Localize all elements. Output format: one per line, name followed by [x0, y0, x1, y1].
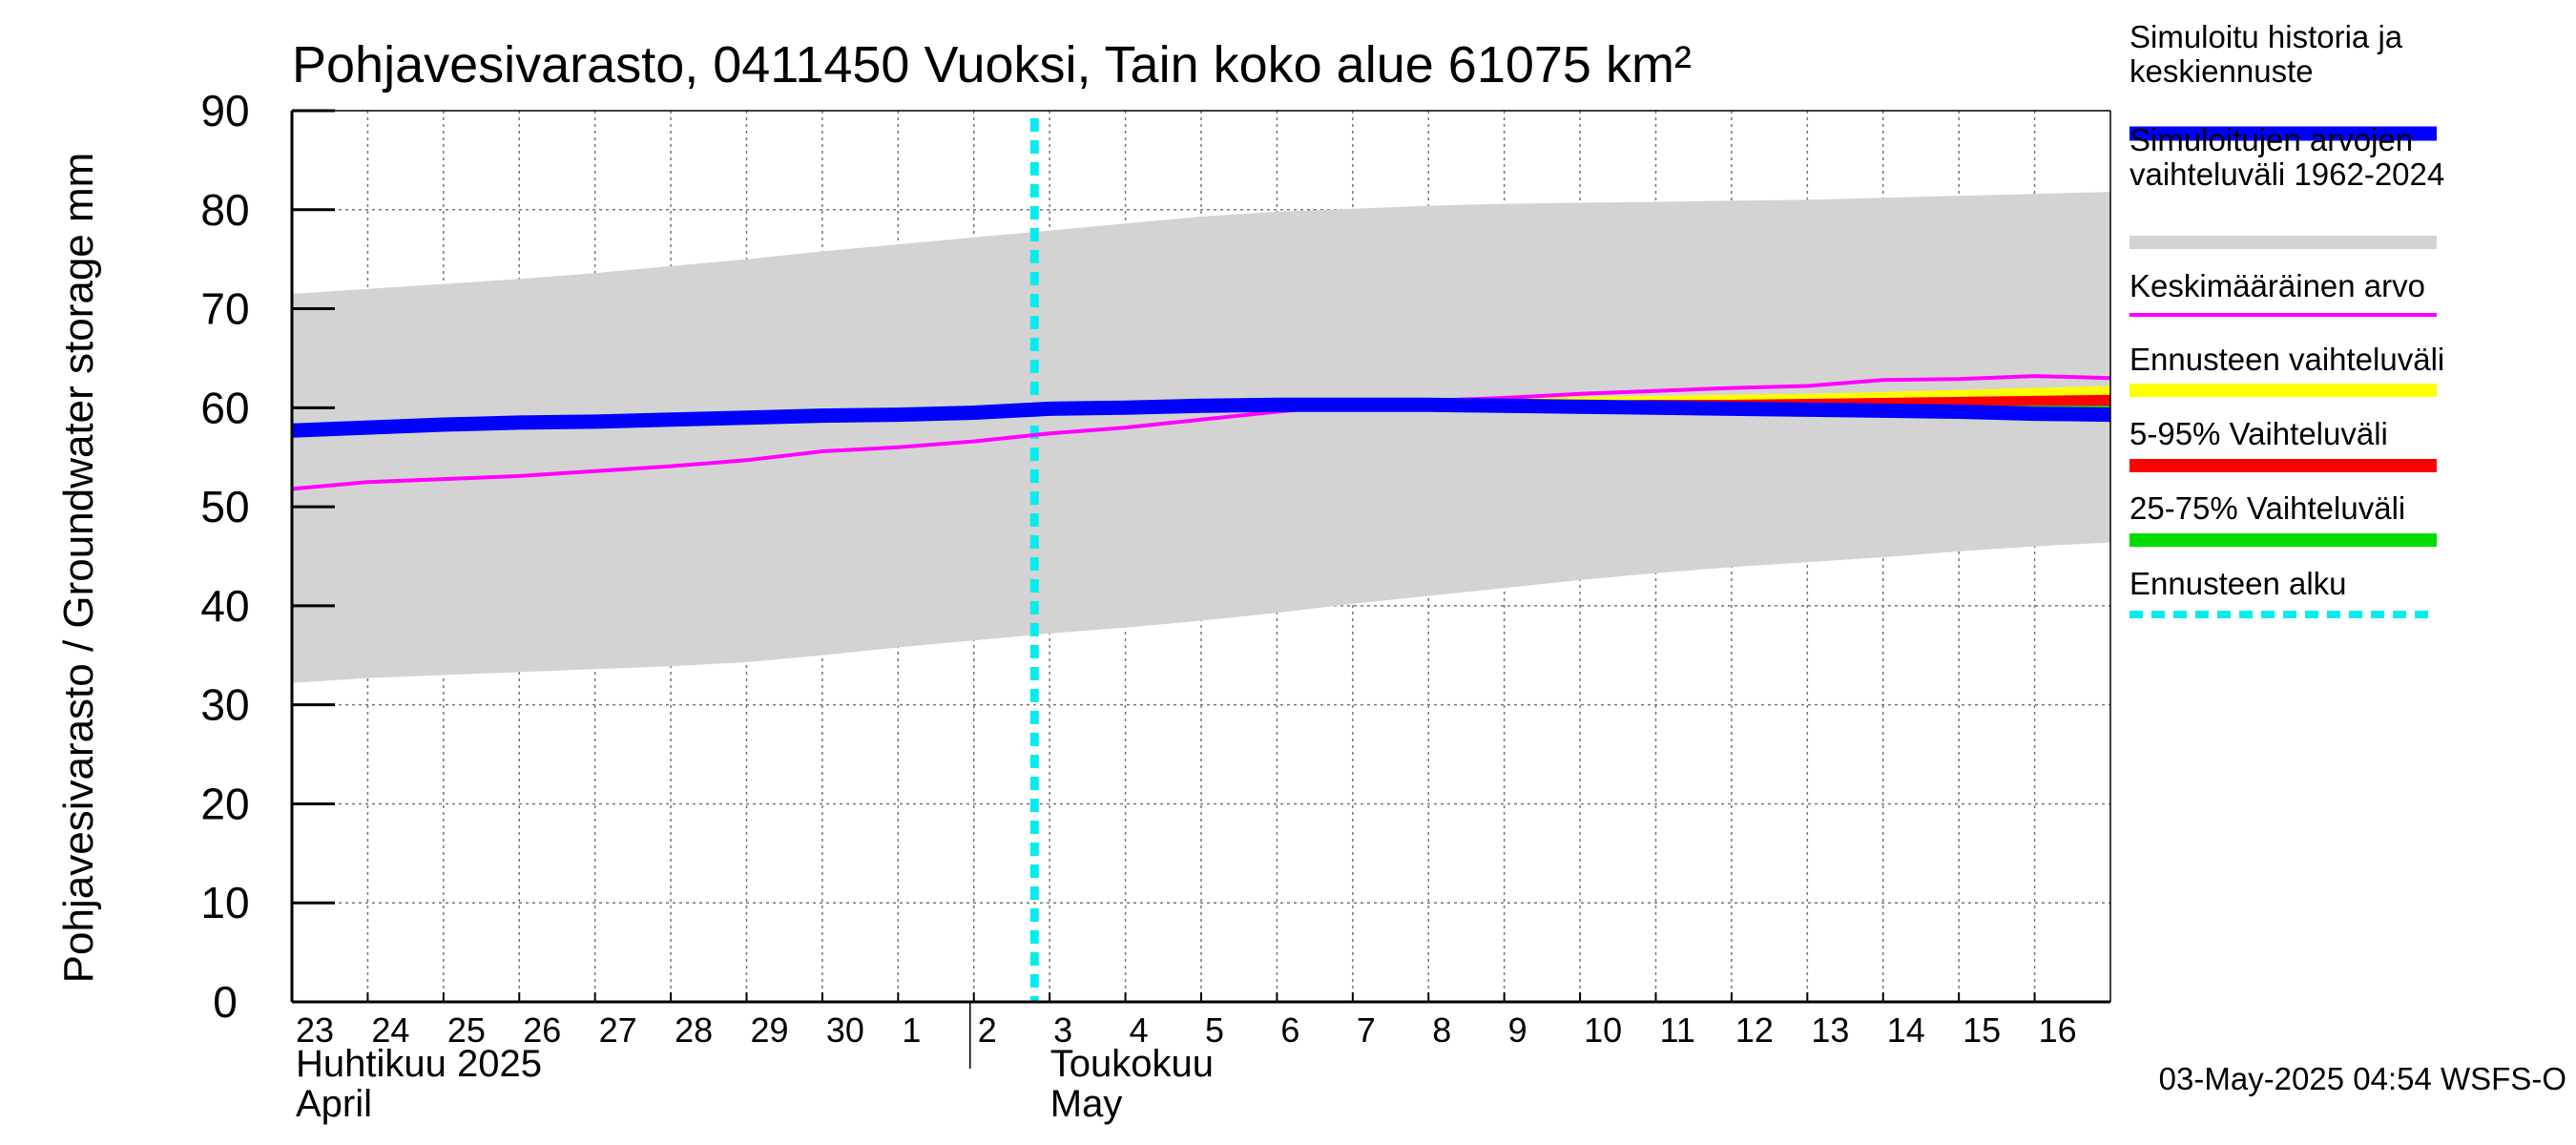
legend-label: 25-75% Vaihteluväli [2129, 490, 2405, 526]
legend-label: Ennusteen vaihteluväli [2129, 342, 2444, 377]
y-tick-label: 20 [200, 779, 249, 828]
x-tick-label: 2 [978, 1010, 997, 1050]
legend-label: Ennusteen alku [2129, 566, 2347, 601]
x-tick-label: 28 [675, 1010, 713, 1050]
legend-item: Keskimääräinen arvo [2129, 268, 2437, 317]
legend-label: keskiennuste [2129, 53, 2314, 89]
x-tick-label: 27 [599, 1010, 637, 1050]
legend-label: 5-95% Vaihteluväli [2129, 416, 2388, 451]
month-label-en: April [296, 1083, 372, 1125]
x-tick-label: 13 [1811, 1010, 1849, 1050]
month-label: Huhtikuu 2025 [296, 1043, 542, 1085]
x-tick-label: 14 [1887, 1010, 1925, 1050]
y-tick-label: 10 [200, 878, 249, 927]
x-tick-label: 16 [2039, 1010, 2077, 1050]
x-tick-label: 5 [1205, 1010, 1224, 1050]
x-tick-label: 9 [1508, 1010, 1527, 1050]
x-tick-label: 23 [296, 1010, 334, 1050]
legend-item: 5-95% Vaihteluväli [2129, 416, 2437, 472]
x-tick-label: 24 [371, 1010, 409, 1050]
chart-title: Pohjavesivarasto, 0411450 Vuoksi, Tain k… [292, 36, 1692, 94]
x-tick-label: 4 [1130, 1010, 1149, 1050]
legend-item: Ennusteen alku [2129, 566, 2437, 618]
legend: Simuloitu historia jakeskiennusteSimuloi… [2129, 19, 2444, 618]
footer-timestamp: 03-May-2025 04:54 WSFS-O [2159, 1061, 2566, 1096]
x-tick-label: 1 [902, 1010, 921, 1050]
x-tick-label: 26 [523, 1010, 561, 1050]
y-tick-label: 60 [200, 383, 249, 432]
x-tick-label: 8 [1432, 1010, 1451, 1050]
y-tick-label: 70 [200, 284, 249, 334]
x-tick-label: 6 [1280, 1010, 1299, 1050]
legend-item: Ennusteen vaihteluväli [2129, 342, 2444, 397]
x-tick-label: 15 [1963, 1010, 2001, 1050]
x-tick-label: 30 [826, 1010, 864, 1050]
y-tick-label: 30 [200, 680, 249, 730]
y-tick-label: 90 [200, 86, 249, 135]
legend-label: vaihteluväli 1962-2024 [2129, 156, 2444, 192]
x-tick-label: 25 [447, 1010, 486, 1050]
y-axis-label: Pohjavesivarasto / Groundwater storage m… [55, 153, 102, 984]
legend-label: Simuloitujen arvojen [2129, 122, 2413, 157]
series-line-keskim-r-inen-arvo [291, 374, 2111, 491]
y-tick-label: 40 [200, 581, 249, 631]
series-line-simuloitu-historia-ja-keskiennuste [291, 397, 2111, 438]
y-tick-label: 80 [200, 185, 249, 235]
x-tick-label: 11 [1660, 1010, 1695, 1050]
x-tick-label: 12 [1735, 1010, 1774, 1050]
month-label-en: May [1050, 1083, 1123, 1125]
x-axis: 23 24 25 26 27 28 29 30 1 2 3 4 5 6 7 8 9 10 11 12 13 14 15 16H… [291, 992, 2077, 1125]
legend-label: Keskimääräinen arvo [2129, 268, 2425, 303]
legend-item: 25-75% Vaihteluväli [2129, 490, 2437, 547]
x-tick-label: 3 [1053, 1010, 1072, 1050]
plot-area: 0 10 20 30 40 50 60 70 80 90 [200, 86, 2111, 1027]
y-tick-label: 50 [200, 482, 249, 531]
x-tick-label: 10 [1584, 1010, 1622, 1050]
band-simuloitujen-arvojen-vaihteluv-li-1962-2024 [292, 192, 2110, 683]
x-tick-label: 7 [1357, 1010, 1376, 1050]
y-tick-label: 0 [213, 977, 238, 1027]
x-tick-label: 29 [751, 1010, 789, 1050]
legend-label: Simuloitu historia ja [2129, 19, 2403, 54]
month-label: Toukokuu [1050, 1043, 1214, 1085]
